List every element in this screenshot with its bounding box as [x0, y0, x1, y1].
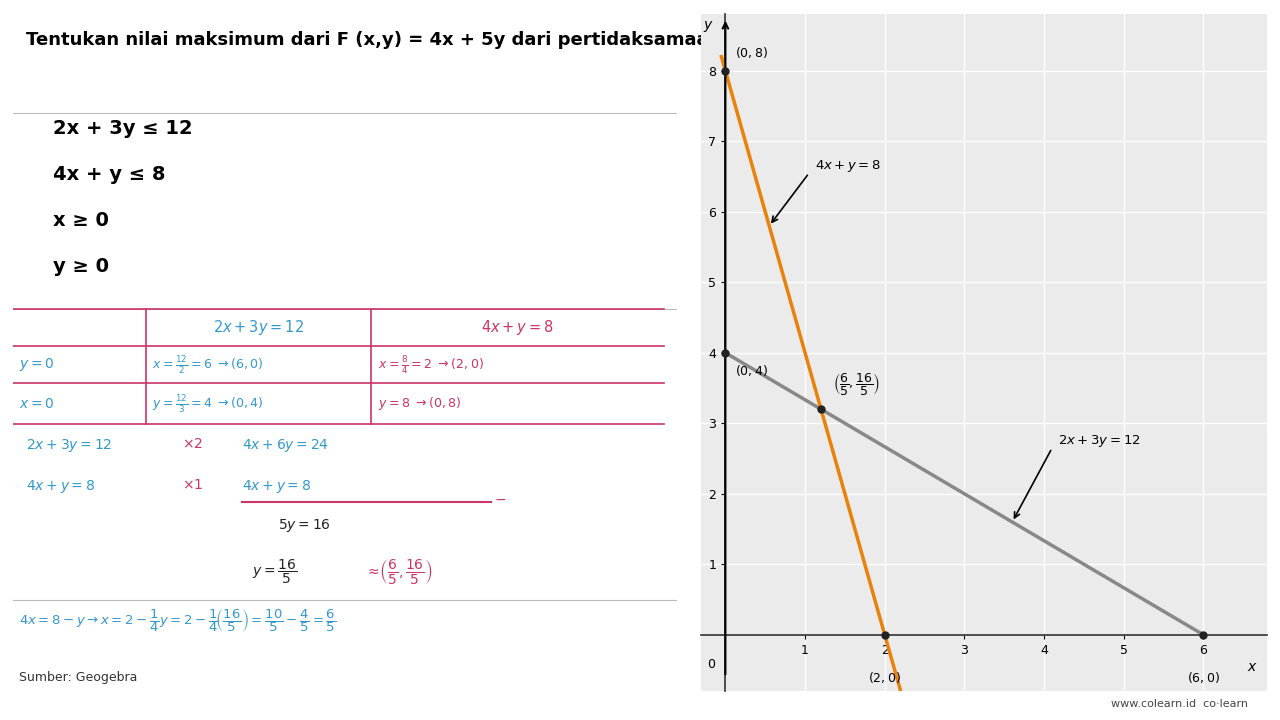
Text: $y=0$: $y=0$	[19, 356, 55, 373]
Text: 2x + 3y ≤ 12: 2x + 3y ≤ 12	[52, 120, 192, 138]
Text: $\left(\dfrac{6}{5},\dfrac{16}{5}\right)$: $\left(\dfrac{6}{5},\dfrac{16}{5}\right)…	[833, 371, 881, 397]
Text: $x=\frac{8}{4}=2\ \rightarrow(2,0)$: $x=\frac{8}{4}=2\ \rightarrow(2,0)$	[378, 354, 484, 376]
Text: $y=8\ \rightarrow(0,8)$: $y=8\ \rightarrow(0,8)$	[378, 395, 462, 412]
Text: x: x	[1247, 660, 1256, 673]
Text: Sumber: Geogebra: Sumber: Geogebra	[19, 672, 138, 685]
Text: 0: 0	[707, 658, 716, 671]
Text: $x=\frac{12}{2}=6\ \rightarrow(6,0)$: $x=\frac{12}{2}=6\ \rightarrow(6,0)$	[152, 354, 264, 376]
Text: $y=\dfrac{16}{5}$: $y=\dfrac{16}{5}$	[252, 557, 297, 585]
Text: $4x+y=8$: $4x+y=8$	[481, 318, 554, 337]
Text: www.colearn.id  co·learn: www.colearn.id co·learn	[1111, 699, 1248, 709]
Text: $\approx\!\left(\dfrac{6}{5},\dfrac{16}{5}\right)$: $\approx\!\left(\dfrac{6}{5},\dfrac{16}{…	[365, 557, 433, 586]
Text: y: y	[704, 18, 712, 32]
Text: y ≥ 0: y ≥ 0	[52, 257, 109, 276]
Text: $2x+3y=12$: $2x+3y=12$	[1059, 433, 1140, 449]
Text: $4x+y=8$: $4x+y=8$	[814, 158, 881, 174]
Text: Tentukan nilai maksimum dari F (x,y) = 4x + 5y dari pertidaksamaan berikut :: Tentukan nilai maksimum dari F (x,y) = 4…	[26, 31, 814, 49]
Text: $2x+3y=12$: $2x+3y=12$	[212, 318, 305, 337]
Text: $-$: $-$	[494, 492, 507, 505]
Text: $\times 1$: $\times 1$	[182, 478, 204, 492]
Text: $y=\frac{12}{3}=4\ \rightarrow(0,4)$: $y=\frac{12}{3}=4\ \rightarrow(0,4)$	[152, 392, 264, 415]
Text: $4x+y=8$: $4x+y=8$	[26, 478, 95, 495]
Text: 4x + y ≤ 8: 4x + y ≤ 8	[52, 166, 165, 184]
Text: $\times 2$: $\times 2$	[182, 437, 204, 451]
Text: $4x+y=8$: $4x+y=8$	[242, 478, 311, 495]
Text: $(6,0)$: $(6,0)$	[1187, 670, 1220, 685]
Text: $(2,0)$: $(2,0)$	[868, 670, 901, 685]
Text: $(0,4)$: $(0,4)$	[735, 364, 768, 379]
Text: $4x=8-y \rightarrow x=2-\dfrac{1}{4}y=2-\dfrac{1}{4}\!\left(\dfrac{16}{5}\right): $4x=8-y \rightarrow x=2-\dfrac{1}{4}y=2-…	[19, 606, 337, 634]
Text: $5y=16$: $5y=16$	[279, 516, 332, 534]
Text: $x=0$: $x=0$	[19, 397, 55, 410]
Text: $4x+6y=24$: $4x+6y=24$	[242, 437, 329, 454]
Text: $(0,8)$: $(0,8)$	[735, 45, 768, 60]
Text: $2x+3y=12$: $2x+3y=12$	[26, 437, 113, 454]
Text: x ≥ 0: x ≥ 0	[52, 212, 109, 230]
